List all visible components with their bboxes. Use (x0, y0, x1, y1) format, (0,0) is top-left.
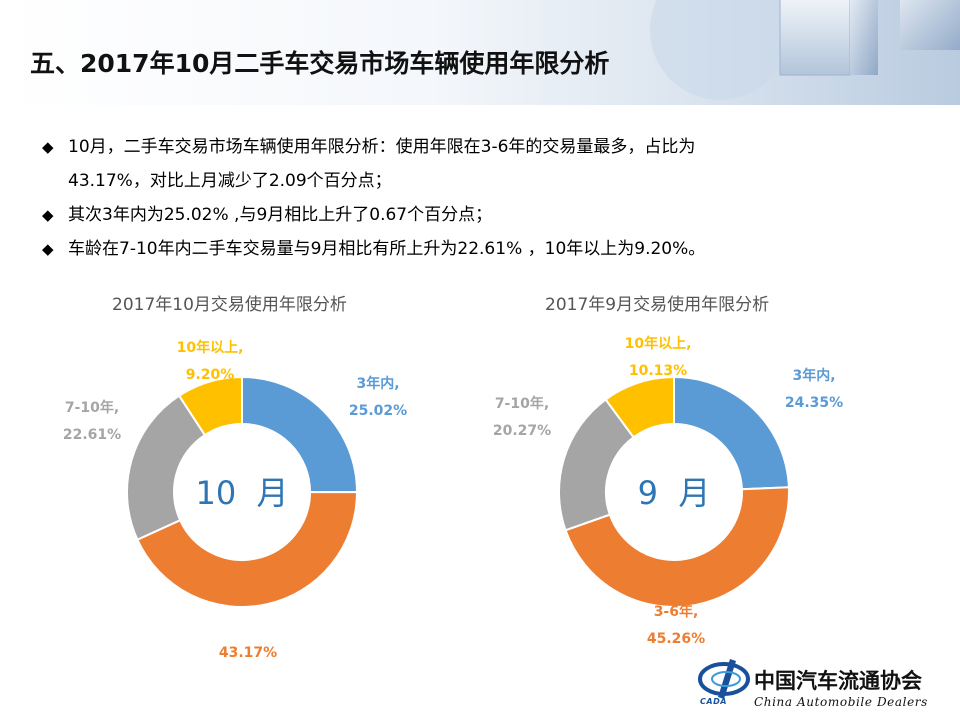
donut-data-label: 43.17% (219, 645, 277, 661)
donut-data-label: 7-10年, 22.61% (63, 399, 121, 443)
bullet-item: ◆ 其次3年内为25.02% ,与9月相比上升了0.67个百分点； (42, 198, 922, 232)
label-category: 3-6年, (654, 603, 699, 620)
label-percent: 9.20% (186, 367, 235, 383)
bullet-item: ◆ 车龄在7-10年内二手车交易量与9月相比有所上升为22.61% ，10年以上… (42, 232, 922, 266)
bullet-text: 其次3年内为25.02% ,与9月相比上升了0.67个百分点； (68, 205, 493, 225)
logo-name-english: China Automobile Dealers (754, 695, 928, 709)
donut-slice-sep-1 (564, 486, 790, 608)
label-category: 3年内, (792, 367, 835, 384)
label-category: 3年内, (356, 375, 399, 392)
chart-title-october: 2017年10月交易使用年限分析 (112, 295, 347, 315)
label-percent: 43.17% (219, 645, 277, 661)
label-percent: 10.13% (629, 363, 687, 379)
donut-slice-oct-1 (136, 491, 359, 608)
bullet-text: 车龄在7-10年内二手车交易量与9月相比有所上升为22.61% ，10年以上为9… (68, 239, 706, 259)
bullet-item: ◆ 10月，二手车交易市场车辆使用年限分析：使用年限在3-6年的交易量最多，占比… (42, 130, 922, 198)
donut-data-label: 3年内, 24.35% (785, 367, 843, 411)
logo-abbreviation: CADA (700, 697, 727, 706)
donut-slice-sep-3 (604, 375, 675, 439)
logo-name-chinese: 中国汽车流通协会 (754, 668, 922, 693)
label-percent: 24.35% (785, 395, 843, 411)
bullet-text: 10月，二手车交易市场车辆使用年限分析：使用年限在3-6年的交易量最多，占比为 (68, 137, 696, 157)
label-category: 10年以上, (177, 339, 244, 356)
donut-slice-oct-0 (241, 375, 359, 494)
label-percent: 25.02% (349, 403, 407, 419)
slide-header: 五、2017年10月二手车交易市场车辆使用年限分析 (0, 0, 960, 105)
label-category: 10年以上, (625, 335, 692, 352)
label-percent: 22.61% (63, 427, 121, 443)
chart-title-september: 2017年9月交易使用年限分析 (545, 295, 770, 315)
donut-data-label: 3-6年, 45.26% (647, 603, 705, 647)
donut-data-label: 3年内, 25.02% (349, 375, 407, 419)
diamond-bullet-icon: ◆ (42, 206, 54, 224)
donut-center-label: 9 月 (638, 474, 711, 512)
bullet-text-continued: 43.17%，对比上月减少了2.09个百分点； (68, 171, 392, 191)
donut-data-label: 7-10年, 20.27% (493, 395, 551, 439)
diamond-bullet-icon: ◆ (42, 138, 54, 156)
label-category: 7-10年, (65, 399, 119, 416)
label-percent: 45.26% (647, 631, 705, 647)
donut-slice-sep-0 (673, 375, 790, 491)
page-title: 五、2017年10月二手车交易市场车辆使用年限分析 (30, 49, 610, 78)
donut-center-label: 10 月 (195, 474, 288, 512)
cada-logo-icon (698, 659, 750, 699)
donut-slice-oct-3 (177, 375, 243, 437)
donut-data-label: 10年以上, 10.13% (625, 335, 692, 379)
donut-data-label: 10年以上, 9.20% (177, 339, 244, 383)
label-category: 7-10年, (495, 395, 549, 412)
label-percent: 20.27% (493, 423, 551, 439)
bullet-list: ◆ 10月，二手车交易市场车辆使用年限分析：使用年限在3-6年的交易量最多，占比… (42, 130, 922, 266)
cada-logo: CADA 中国汽车流通协会 China Automobile Dealers (696, 655, 946, 715)
header-decoration-image (650, 0, 960, 100)
diamond-bullet-icon: ◆ (42, 240, 54, 258)
